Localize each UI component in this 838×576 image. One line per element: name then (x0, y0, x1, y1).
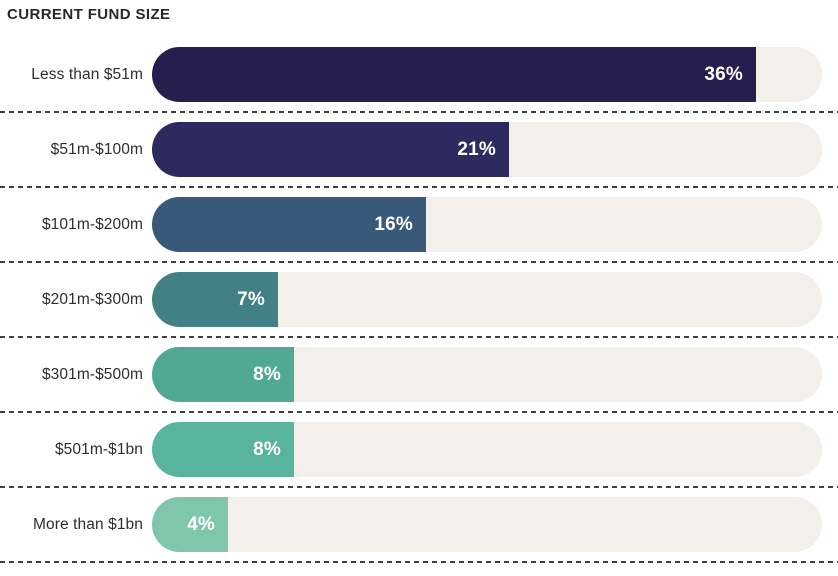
chart-row-block: $501m-$1bn 8% (0, 413, 838, 488)
chart-row: Less than $51m 36% (0, 38, 838, 111)
chart-rows: Less than $51m 36% $51m-$100m 21% $101m-… (0, 38, 838, 563)
row-separator-dashed-line (0, 261, 838, 263)
chart-row: $201m-$300m 7% (0, 263, 838, 336)
value-label: 8% (253, 438, 281, 460)
bar-track: 8% (152, 347, 822, 402)
value-label: 36% (704, 63, 743, 85)
bar-fill: 8% (152, 422, 294, 477)
value-label: 4% (187, 513, 215, 535)
value-label: 7% (237, 288, 265, 310)
chart-row-block: More than $1bn 4% (0, 488, 838, 563)
chart-row: More than $1bn 4% (0, 488, 838, 561)
category-label: $51m-$100m (50, 140, 143, 158)
bar-track: 7% (152, 272, 822, 327)
category-label: More than $1bn (33, 515, 143, 533)
bar-fill: 36% (152, 47, 756, 102)
row-separator-dashed-line (0, 336, 838, 338)
chart-row: $51m-$100m 21% (0, 113, 838, 186)
row-separator-dashed-line (0, 561, 838, 563)
category-label: $201m-$300m (41, 290, 143, 308)
value-label: 8% (253, 363, 281, 385)
category-label: Less than $51m (31, 65, 143, 83)
chart-row-block: $301m-$500m 8% (0, 338, 838, 413)
bar-track: 4% (152, 497, 822, 552)
value-label: 16% (374, 213, 413, 235)
bar-fill: 8% (152, 347, 294, 402)
row-separator-dashed-line (0, 186, 838, 188)
value-label: 21% (457, 138, 496, 160)
chart-row: $301m-$500m 8% (0, 338, 838, 411)
row-separator-dashed-line (0, 486, 838, 488)
chart-row-block: $51m-$100m 21% (0, 113, 838, 188)
chart-title: CURRENT FUND SIZE (7, 6, 171, 23)
category-label: $101m-$200m (41, 215, 143, 233)
chart-row-block: $101m-$200m 16% (0, 188, 838, 263)
category-label: $301m-$500m (41, 365, 143, 383)
bar-track: 16% (152, 197, 822, 252)
chart-row-block: $201m-$300m 7% (0, 263, 838, 338)
chart-row: $101m-$200m 16% (0, 188, 838, 261)
bar-track: 8% (152, 422, 822, 477)
row-separator-dashed-line (0, 111, 838, 113)
chart-row: $501m-$1bn 8% (0, 413, 838, 486)
chart-row-block: Less than $51m 36% (0, 38, 838, 113)
bar-fill: 7% (152, 272, 278, 327)
bar-fill: 16% (152, 197, 426, 252)
row-separator-dashed-line (0, 411, 838, 413)
category-label: $501m-$1bn (54, 440, 143, 458)
bar-track: 21% (152, 122, 822, 177)
bar-track: 36% (152, 47, 822, 102)
bar-fill: 21% (152, 122, 509, 177)
bar-fill: 4% (152, 497, 228, 552)
